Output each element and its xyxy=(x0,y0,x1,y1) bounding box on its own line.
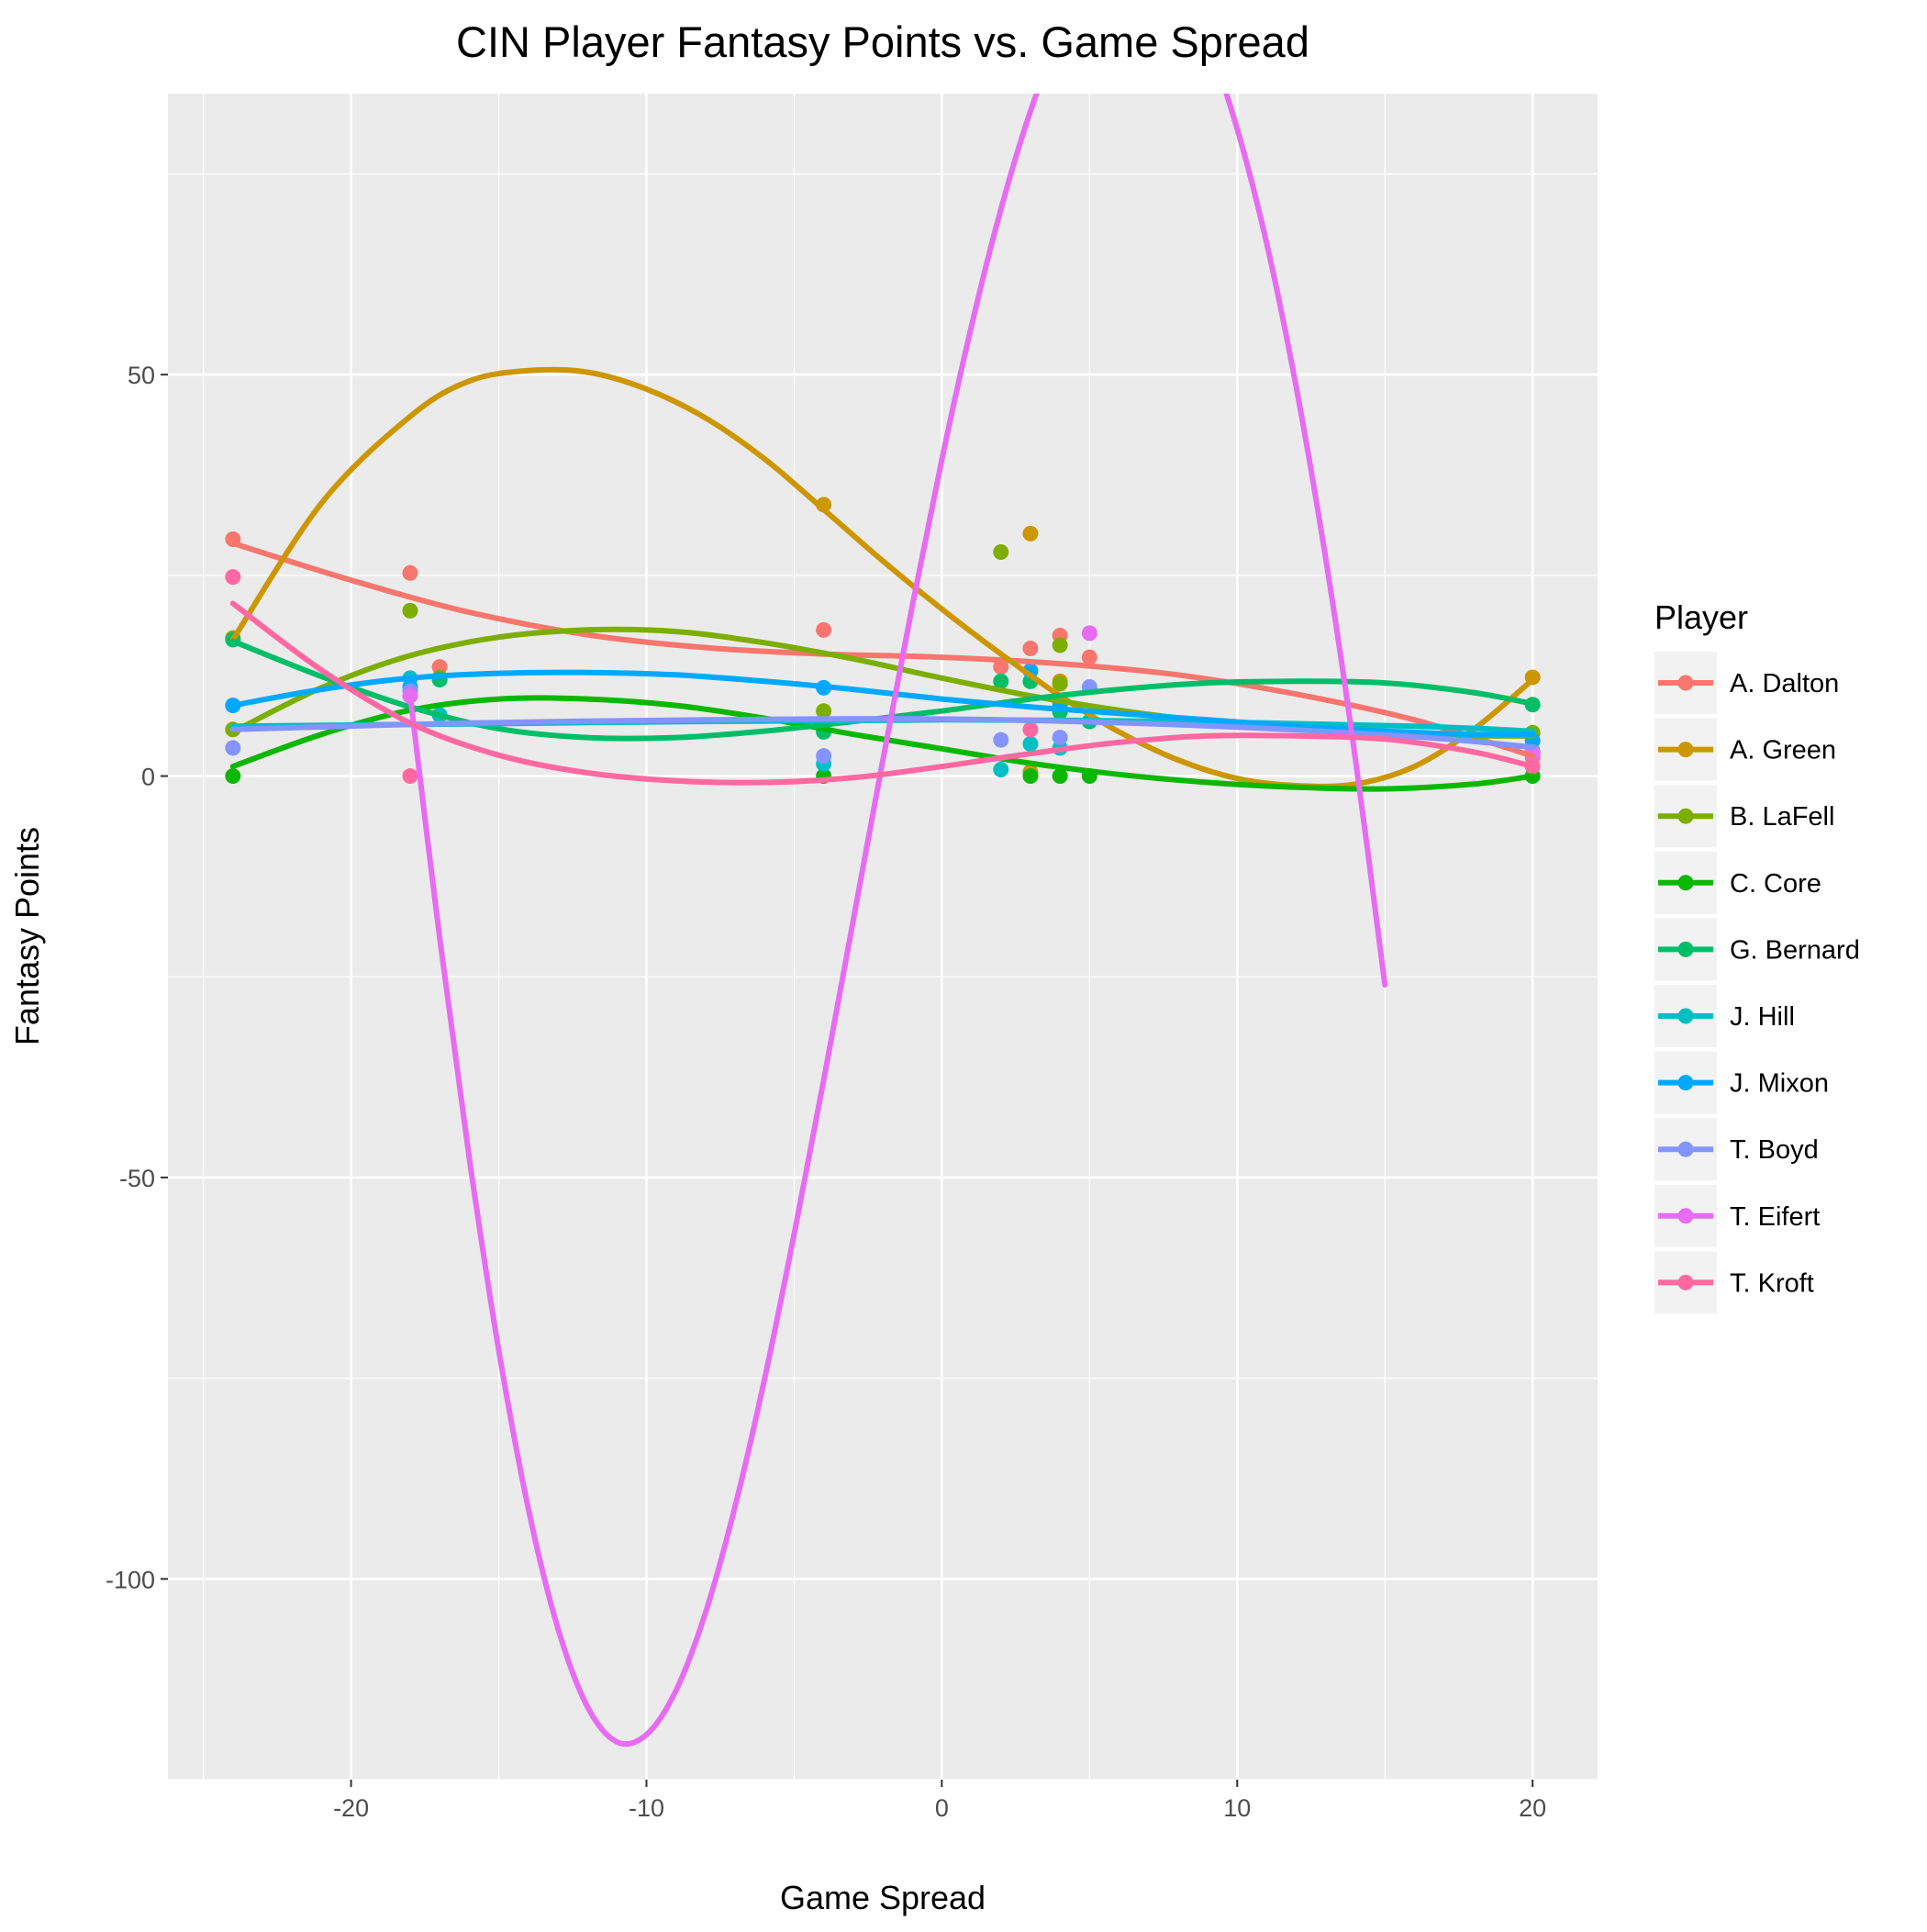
legend-label: T. Eifert xyxy=(1730,1202,1820,1232)
plot-panel xyxy=(168,94,1598,1780)
series-line xyxy=(229,600,1536,786)
legend-item: A. Green xyxy=(1654,718,1836,781)
legend-item: J. Mixon xyxy=(1654,1051,1829,1114)
legend-label: T. Boyd xyxy=(1730,1135,1819,1165)
legend-item: B. LaFell xyxy=(1654,785,1834,848)
legend-key-point xyxy=(1677,675,1694,691)
series-curves xyxy=(229,94,1536,1748)
y-tick-label: 50 xyxy=(128,362,155,389)
legend-item: T. Eifert xyxy=(1654,1184,1820,1247)
data-point xyxy=(1052,730,1068,746)
legend-item: C. Core xyxy=(1654,851,1821,914)
data-point xyxy=(1052,768,1068,785)
legend-item: T. Kroft xyxy=(1654,1251,1814,1314)
legend-label: G. Bernard xyxy=(1730,935,1860,965)
y-axis-title: Fantasy Points xyxy=(8,827,46,1045)
legend-label: T. Kroft xyxy=(1730,1268,1814,1298)
x-tick-label: 10 xyxy=(1223,1794,1251,1822)
x-tick-label: -10 xyxy=(629,1794,664,1822)
chart-title: CIN Player Fantasy Points vs. Game Sprea… xyxy=(456,17,1309,66)
y-tick-label: 0 xyxy=(141,764,155,791)
data-point xyxy=(993,731,1009,748)
y-tick-label: -50 xyxy=(119,1165,155,1192)
data-point xyxy=(225,768,241,785)
x-tick-label: 20 xyxy=(1519,1794,1546,1822)
data-point xyxy=(1052,637,1068,653)
legend-key-point xyxy=(1677,1075,1694,1091)
x-tick-label: 0 xyxy=(935,1794,949,1822)
legend-label: A. Dalton xyxy=(1730,669,1839,698)
data-point xyxy=(816,748,832,765)
data-point xyxy=(1052,676,1068,692)
data-point xyxy=(1022,525,1039,542)
data-point xyxy=(1022,721,1039,738)
legend-key-point xyxy=(1677,808,1694,824)
y-axis: -100 -50 0 50 xyxy=(106,362,168,1593)
legend-item: J. Hill xyxy=(1654,985,1795,1047)
data-point xyxy=(402,564,418,581)
series-line xyxy=(407,94,1388,1748)
data-point xyxy=(993,673,1009,689)
legend-key-point xyxy=(1677,1208,1694,1224)
data-point xyxy=(993,543,1009,560)
legend-label: J. Hill xyxy=(1730,1002,1795,1032)
data-point xyxy=(816,703,832,720)
legend-key-point xyxy=(1677,875,1694,891)
x-tick-label: -20 xyxy=(333,1794,369,1822)
legend-key-point xyxy=(1677,1274,1694,1290)
legend-items: A. Dalton A. Green B. LaFell C. Core G. Bern… xyxy=(1654,652,1860,1314)
legend-label: A. Green xyxy=(1730,736,1836,765)
legend-item: A. Dalton xyxy=(1654,652,1839,714)
legend-label: B. LaFell xyxy=(1730,802,1834,832)
data-point xyxy=(1022,736,1039,753)
x-axis: -20 -10 0 10 20 xyxy=(333,1780,1546,1822)
series-line xyxy=(229,540,1536,759)
data-point xyxy=(1022,640,1039,656)
data-point xyxy=(225,740,241,756)
data-point xyxy=(402,768,418,785)
legend-item: G. Bernard xyxy=(1654,918,1860,981)
data-point xyxy=(816,621,832,638)
y-tick-label: -100 xyxy=(106,1566,155,1593)
x-axis-title: Game Spread xyxy=(780,1879,986,1916)
data-point xyxy=(225,569,241,586)
data-point xyxy=(1081,625,1097,642)
legend-item: T. Boyd xyxy=(1654,1118,1819,1181)
legend-key-point xyxy=(1677,1008,1694,1024)
data-point xyxy=(993,762,1009,778)
data-point xyxy=(1081,649,1097,665)
series-line xyxy=(229,716,1536,751)
legend-label: J. Mixon xyxy=(1730,1069,1829,1099)
data-point xyxy=(993,659,1009,676)
data-point xyxy=(1022,768,1039,785)
legend-title: Player xyxy=(1654,598,1748,636)
legend: Player A. Dalton A. Green B. LaFell C. Core… xyxy=(1654,598,1860,1314)
legend-key-point xyxy=(1677,742,1694,758)
data-point xyxy=(402,602,418,619)
legend-key-point xyxy=(1677,941,1694,957)
legend-key-point xyxy=(1677,1141,1694,1157)
legend-label: C. Core xyxy=(1730,869,1821,899)
